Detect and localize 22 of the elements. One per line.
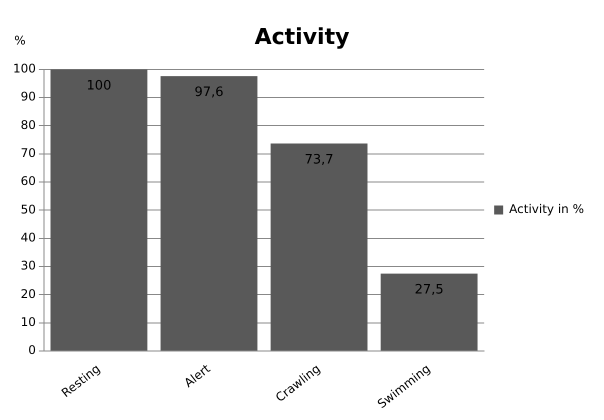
y-tick-label: 50	[20, 202, 36, 216]
y-tick-label: 80	[20, 118, 36, 132]
chart-title: Activity	[254, 24, 350, 50]
data-label: 73,7	[304, 152, 334, 168]
y-tick-label: 90	[20, 90, 36, 104]
y-tick-label: 10	[20, 315, 36, 330]
y-tick-label: 20	[20, 286, 36, 301]
data-label: 27,5	[414, 282, 444, 298]
y-tick-label: 100	[13, 62, 36, 76]
y-tick-label: 40	[20, 230, 36, 245]
y-tick-label: 60	[20, 174, 36, 188]
bar	[270, 143, 368, 351]
y-tick-label: 70	[20, 146, 36, 160]
data-label: 100	[86, 78, 112, 94]
legend-label: Activity in %	[509, 202, 584, 216]
y-axis-title: %	[14, 34, 26, 48]
bar	[50, 69, 148, 351]
y-tick-label: 0	[28, 343, 36, 358]
bar	[380, 274, 478, 351]
data-label: 97,6	[194, 85, 224, 100]
y-tick-label: 30	[20, 258, 36, 273]
bar	[160, 76, 258, 351]
